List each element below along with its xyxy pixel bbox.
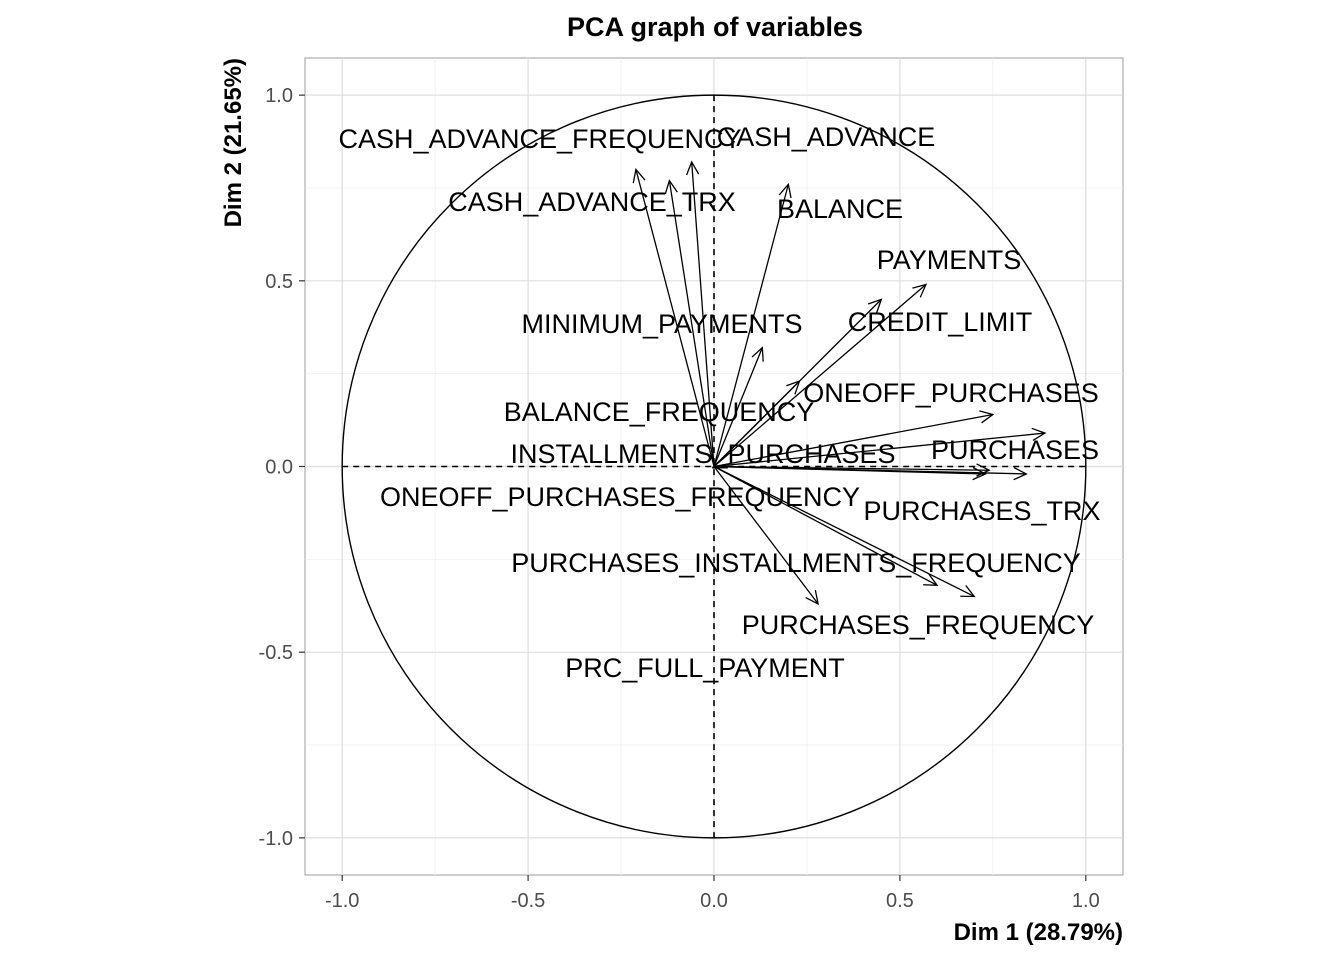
variable-label: ONEOFF_PURCHASES bbox=[803, 378, 1099, 408]
variable-label: MINIMUM_PAYMENTS bbox=[521, 309, 802, 339]
arrow-head bbox=[976, 463, 991, 477]
variable-label: CREDIT_LIMIT bbox=[848, 307, 1033, 337]
arrow-head bbox=[923, 573, 939, 587]
arrow-head bbox=[786, 380, 801, 395]
arrow-head bbox=[979, 410, 995, 424]
variable-arrow bbox=[713, 427, 1047, 468]
x-axis-ticks: -1.0 -0.5 0.0 0.5 1.0 bbox=[325, 875, 1100, 912]
x-tick-label: 0.5 bbox=[886, 890, 914, 912]
arrow-head bbox=[912, 283, 928, 298]
variable-label: BALANCE_FREQUENCY bbox=[504, 397, 815, 427]
y-tick-label: -1.0 bbox=[259, 828, 293, 850]
variable-arrow bbox=[713, 380, 801, 467]
variable-arrow bbox=[713, 466, 820, 606]
variable-label: CASH_ADVANCE bbox=[717, 122, 936, 152]
variable-label: PURCHASES_TRX bbox=[863, 496, 1100, 526]
variable-arrow bbox=[664, 179, 715, 467]
variable-arrow bbox=[713, 346, 764, 467]
y-axis-ticks: -1.0 -0.5 0.0 0.5 1.0 bbox=[259, 85, 305, 850]
arrow-head bbox=[664, 179, 678, 195]
arrow-head bbox=[685, 160, 700, 176]
variable-label: PURCHASES_FREQUENCY bbox=[742, 610, 1095, 640]
y-tick-label: -0.5 bbox=[259, 642, 293, 664]
variable-label: ONEOFF_PURCHASES_FREQUENCY bbox=[380, 482, 860, 512]
variable-label: PRC_FULL_PAYMENT bbox=[565, 653, 845, 683]
variable-arrow bbox=[713, 463, 991, 477]
arrow-head bbox=[632, 167, 646, 184]
x-axis-title: Dim 1 (28.79%) bbox=[954, 919, 1123, 946]
variable-label: PAYMENTS bbox=[877, 245, 1022, 275]
arrow-head bbox=[867, 298, 883, 313]
arrow-head bbox=[1013, 466, 1028, 481]
variable-arrow bbox=[713, 410, 995, 468]
guide-lines bbox=[341, 94, 1087, 839]
y-tick-label: 0.0 bbox=[265, 457, 293, 479]
x-tick-label: -0.5 bbox=[511, 890, 545, 912]
x-tick-label: 0.0 bbox=[700, 890, 728, 912]
y-tick-label: 1.0 bbox=[265, 85, 293, 107]
x-tick-label: -1.0 bbox=[325, 890, 359, 912]
variable-label: BALANCE bbox=[777, 194, 903, 224]
variable-label: CASH_ADVANCE_TRX bbox=[448, 187, 736, 217]
y-axis-title: Dim 2 (21.65%) bbox=[220, 58, 247, 227]
variable-arrow bbox=[632, 167, 715, 467]
arrow-head bbox=[1031, 427, 1047, 441]
arrow-head bbox=[960, 585, 976, 598]
y-tick-label: 0.5 bbox=[265, 271, 293, 293]
arrow-head bbox=[751, 346, 764, 362]
variable-arrow bbox=[713, 465, 976, 598]
x-tick-label: 1.0 bbox=[1072, 890, 1100, 912]
variable-label: PURCHASES bbox=[931, 435, 1099, 465]
variable-label: INSTALLMENTS_PURCHASES bbox=[510, 439, 895, 469]
variable-label: CASH_ADVANCE_FREQUENCY bbox=[338, 124, 741, 154]
variable-arrows bbox=[632, 160, 1047, 606]
variable-arrow bbox=[713, 182, 792, 467]
chart-title: PCA graph of variables bbox=[567, 12, 863, 42]
arrow-head bbox=[778, 182, 792, 199]
arrow-head bbox=[805, 590, 820, 606]
variable-arrow bbox=[685, 160, 715, 467]
variable-arrow bbox=[713, 283, 928, 467]
variable-label: PURCHASES_INSTALLMENTS_FREQUENCY bbox=[511, 548, 1081, 578]
variable-arrow bbox=[713, 465, 939, 587]
